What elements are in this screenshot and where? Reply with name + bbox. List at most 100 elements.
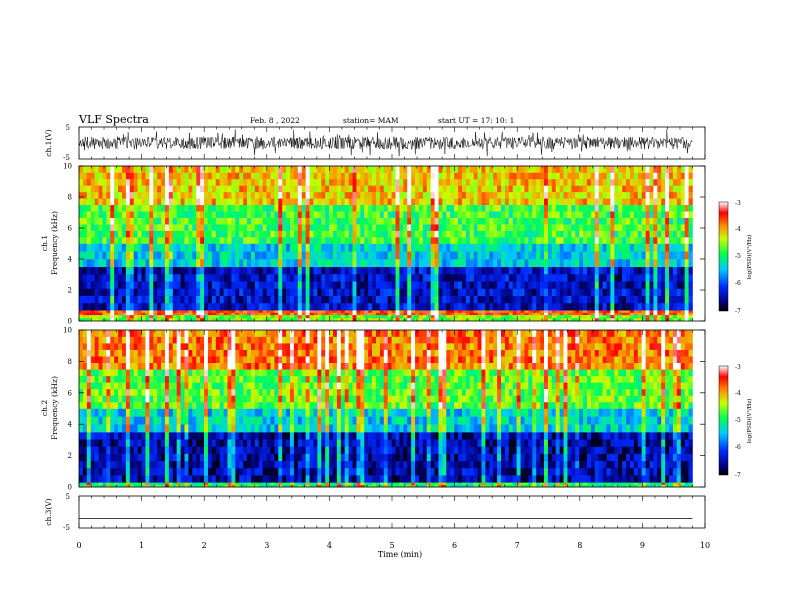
spectrogram-cell xyxy=(110,314,115,319)
spectrogram-cell xyxy=(387,273,392,282)
spectrogram-cell xyxy=(274,191,279,199)
spectrogram-cell xyxy=(489,295,494,304)
spectrogram-cell xyxy=(301,204,306,212)
spectrogram-cell xyxy=(551,295,557,304)
spectrogram-cell xyxy=(254,211,260,218)
spectrogram-cell xyxy=(204,310,209,313)
spectrogram-cell xyxy=(200,204,205,212)
spectrogram-cell xyxy=(141,460,146,469)
spectrogram-cell xyxy=(149,314,154,319)
spectrogram-cell xyxy=(415,312,420,316)
spectrogram-cell xyxy=(688,314,693,319)
spectrogram-cell xyxy=(184,314,189,319)
spectrogram-cell xyxy=(153,302,158,311)
spectrogram-cell xyxy=(223,191,228,199)
spectrogram-cell xyxy=(559,224,564,231)
spectrogram-cell xyxy=(645,198,650,206)
spectrogram-cell xyxy=(247,237,252,244)
spectrogram-cell xyxy=(516,460,521,469)
spectrogram-cell xyxy=(418,295,424,304)
spectrogram-cell xyxy=(133,312,138,316)
spectrogram-cell xyxy=(247,460,252,469)
spectrogram-cell xyxy=(340,172,346,180)
spectrogram-cell xyxy=(110,295,115,304)
spectrogram-cell xyxy=(364,446,369,454)
spectrogram-cell xyxy=(121,312,127,316)
spectrogram-cell xyxy=(157,273,162,282)
spectrogram-cell xyxy=(489,217,494,225)
spectrogram-cell xyxy=(586,475,592,483)
spectrogram-cell xyxy=(434,453,439,462)
spectrogram-cell xyxy=(336,211,342,218)
spectrogram-cell xyxy=(231,217,236,225)
spectrogram-cell xyxy=(145,460,150,469)
spectrogram-cell xyxy=(258,281,263,289)
spectrogram-cell xyxy=(375,317,381,322)
spectrogram-cell xyxy=(360,224,365,231)
spectrogram-cell xyxy=(188,217,193,225)
spectrogram-cell xyxy=(688,237,693,244)
spectrogram-cell xyxy=(188,288,193,296)
spectrogram-cell xyxy=(493,185,498,193)
spectrogram-cell xyxy=(118,482,123,485)
spectrogram-cell xyxy=(207,217,213,225)
spectrogram-cell xyxy=(383,204,388,212)
spectrogram-cell xyxy=(227,217,232,225)
spectrogram-cell xyxy=(567,310,572,313)
spectrogram-cell xyxy=(133,251,138,260)
spectrogram-cell xyxy=(563,317,568,322)
spectrogram-cell xyxy=(626,312,631,316)
spectrogram-cell xyxy=(669,482,674,485)
spectrogram-cell xyxy=(239,185,244,193)
spectrogram-cell xyxy=(532,198,537,206)
spectrogram-cell xyxy=(645,266,650,275)
spectrogram-cell xyxy=(227,482,232,485)
spectrogram-cell xyxy=(379,460,385,469)
spectrogram-cell xyxy=(559,172,564,180)
spectrogram-cell xyxy=(543,475,549,483)
spectrogram-cell xyxy=(661,191,666,199)
spectrogram-cell xyxy=(329,446,334,454)
spectrogram-cell xyxy=(247,273,252,282)
spectrogram-cell xyxy=(317,259,322,268)
spectrogram-cell xyxy=(411,243,416,252)
ch1-ytick-5: 5 xyxy=(66,124,70,132)
spectrogram-cell xyxy=(383,217,388,225)
spectrogram-cell xyxy=(192,198,197,206)
spectrogram-cell xyxy=(149,224,154,231)
spectrogram-cell xyxy=(368,467,373,476)
spectrogram-cell xyxy=(247,288,252,296)
spectrogram-cell xyxy=(360,288,365,296)
spectrogram-cell xyxy=(340,243,346,252)
spectrogram-cell xyxy=(290,185,295,193)
spectrogram-cell xyxy=(571,166,576,173)
spectrogram-cell xyxy=(340,191,346,199)
spectrogram-cell xyxy=(618,198,623,206)
spectrogram-cell xyxy=(133,317,138,322)
spectrogram-cell xyxy=(504,237,510,244)
spectrogram-cell xyxy=(301,453,306,462)
spectrogram-cell xyxy=(379,467,385,476)
spectrogram-cell xyxy=(344,484,349,488)
spectrogram-cell xyxy=(118,166,123,173)
spectrogram-cell xyxy=(633,453,639,462)
spectrogram-cell xyxy=(516,237,521,244)
spectrogram-cell xyxy=(520,198,525,206)
spectrogram-cell xyxy=(262,460,267,469)
spectrogram-cell xyxy=(161,467,166,476)
spectrogram-cell xyxy=(637,281,642,289)
spectrogram-cell xyxy=(375,178,381,186)
spectrogram-cell xyxy=(676,211,682,218)
spectrogram-cell xyxy=(141,166,146,173)
spectrogram-cell xyxy=(145,310,150,313)
spectrogram-cell xyxy=(395,191,400,199)
spectrogram-cell xyxy=(329,453,334,462)
spectrogram-cell xyxy=(200,198,205,206)
spectrogram-cell xyxy=(497,273,502,282)
spectrogram-cell xyxy=(563,302,568,311)
spectrogram-cell xyxy=(407,204,412,212)
spectrogram-cell xyxy=(391,475,396,483)
spectrogram-cell xyxy=(258,295,263,304)
spectrogram-cell xyxy=(493,281,498,289)
spectrogram-cell xyxy=(82,317,88,322)
